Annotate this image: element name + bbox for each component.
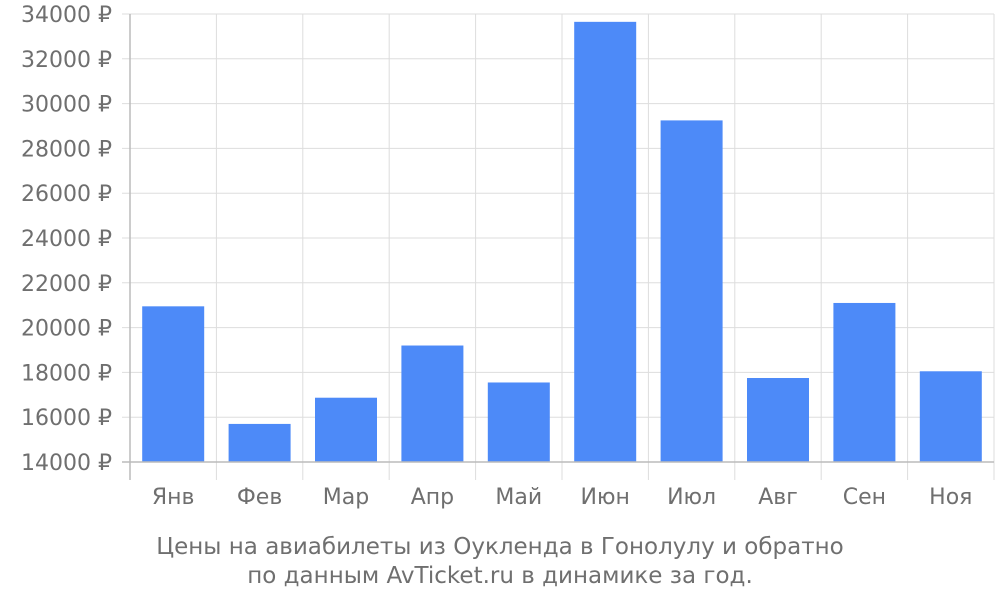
bar-Фев: [228, 423, 291, 462]
y-tick-label: 26000 ₽: [21, 182, 112, 207]
bars-group: [142, 21, 982, 463]
bar-Ноя: [919, 371, 982, 462]
bar-Апр: [401, 345, 464, 462]
grid-lines: [122, 13, 995, 480]
x-tick-label: Апр: [411, 485, 454, 510]
x-tick-label: Июн: [581, 485, 630, 510]
x-tick-label: Авг: [758, 485, 798, 510]
chart-caption-line-2: по данным AvTicket.ru в динамике за год.: [247, 563, 753, 589]
bar-Июл: [660, 120, 723, 463]
x-tick-labels: Янв Фев Мар Апр Май Июн Июл Авг Сен Ноя: [152, 485, 973, 510]
chart-caption-line-1: Цены на авиабилеты из Оукленда в Гонолул…: [156, 534, 844, 560]
bar-Мар: [315, 397, 377, 462]
y-tick-label: 14000 ₽: [21, 451, 112, 476]
axes-group: [122, 14, 994, 480]
bar-Авг: [747, 378, 809, 462]
y-tick-label: 30000 ₽: [21, 93, 112, 118]
x-tick-label: Сен: [843, 485, 886, 510]
y-tick-label: 34000 ₽: [21, 3, 112, 28]
bar-Май: [487, 382, 550, 462]
x-tick-label: Янв: [152, 485, 195, 510]
bar-Янв: [142, 306, 205, 462]
x-tick-label: Июл: [667, 485, 716, 510]
x-tick-label: Мар: [323, 485, 369, 510]
y-tick-labels: 14000 ₽ 16000 ₽ 18000 ₽ 20000 ₽ 22000 ₽ 24000…: [21, 3, 112, 476]
x-tick-label: Ноя: [929, 485, 972, 510]
y-tick-label: 18000 ₽: [21, 361, 112, 386]
x-tick-label: Фев: [237, 485, 282, 510]
y-tick-label: 22000 ₽: [21, 272, 112, 297]
bar-Июн: [574, 21, 637, 463]
y-tick-label: 24000 ₽: [21, 227, 112, 252]
y-tick-label: 32000 ₽: [21, 48, 112, 73]
y-tick-label: 28000 ₽: [21, 137, 112, 162]
x-tick-label: Май: [495, 485, 542, 510]
bar-Сен: [833, 302, 896, 462]
y-tick-label: 16000 ₽: [21, 406, 112, 431]
y-tick-label: 20000 ₽: [21, 317, 112, 342]
